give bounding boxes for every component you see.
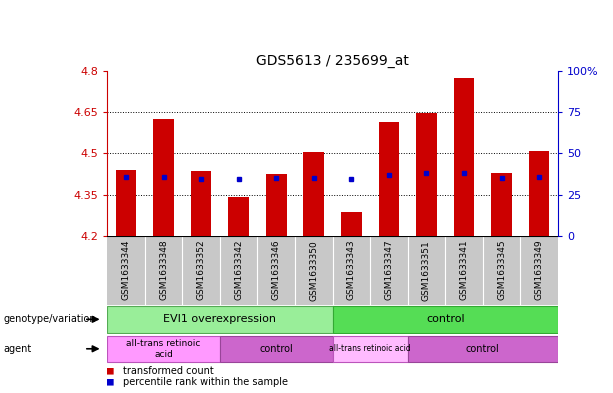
Bar xyxy=(416,114,436,236)
Text: EVI1 overexpression: EVI1 overexpression xyxy=(164,314,276,324)
Bar xyxy=(116,170,136,236)
Text: all-trans retinoic
acid: all-trans retinoic acid xyxy=(126,339,201,359)
Text: GSM1633343: GSM1633343 xyxy=(347,240,356,301)
Bar xyxy=(341,213,362,236)
Bar xyxy=(229,197,249,236)
Bar xyxy=(303,152,324,236)
Text: percentile rank within the sample: percentile rank within the sample xyxy=(123,377,287,387)
Text: GSM1633351: GSM1633351 xyxy=(422,240,431,301)
Text: transformed count: transformed count xyxy=(123,365,213,376)
Bar xyxy=(266,174,286,236)
Bar xyxy=(107,336,220,362)
Text: ■: ■ xyxy=(107,365,114,376)
Bar xyxy=(408,336,558,362)
Bar xyxy=(220,336,333,362)
Bar xyxy=(191,171,211,236)
Bar xyxy=(454,78,474,236)
Bar xyxy=(529,151,549,236)
Text: GSM1633341: GSM1633341 xyxy=(460,240,468,301)
Bar xyxy=(153,119,174,236)
Text: control: control xyxy=(259,344,293,354)
Text: GSM1633352: GSM1633352 xyxy=(197,240,205,301)
Bar xyxy=(107,306,333,332)
Text: GSM1633348: GSM1633348 xyxy=(159,240,168,301)
Text: GSM1633346: GSM1633346 xyxy=(272,240,281,301)
Text: GSM1633349: GSM1633349 xyxy=(535,240,544,301)
Text: GSM1633345: GSM1633345 xyxy=(497,240,506,301)
Text: agent: agent xyxy=(3,344,31,354)
Title: GDS5613 / 235699_at: GDS5613 / 235699_at xyxy=(256,54,409,68)
Bar xyxy=(333,336,408,362)
Text: control: control xyxy=(426,314,465,324)
Text: all-trans retinoic acid: all-trans retinoic acid xyxy=(329,344,411,353)
Text: GSM1633344: GSM1633344 xyxy=(121,240,131,300)
Bar xyxy=(379,122,399,236)
Bar xyxy=(491,173,512,236)
Text: GSM1633347: GSM1633347 xyxy=(384,240,394,301)
Bar xyxy=(333,306,558,332)
Text: GSM1633342: GSM1633342 xyxy=(234,240,243,300)
Text: control: control xyxy=(466,344,500,354)
Text: genotype/variation: genotype/variation xyxy=(3,314,96,324)
Text: GSM1633350: GSM1633350 xyxy=(310,240,318,301)
Text: ■: ■ xyxy=(107,377,114,387)
